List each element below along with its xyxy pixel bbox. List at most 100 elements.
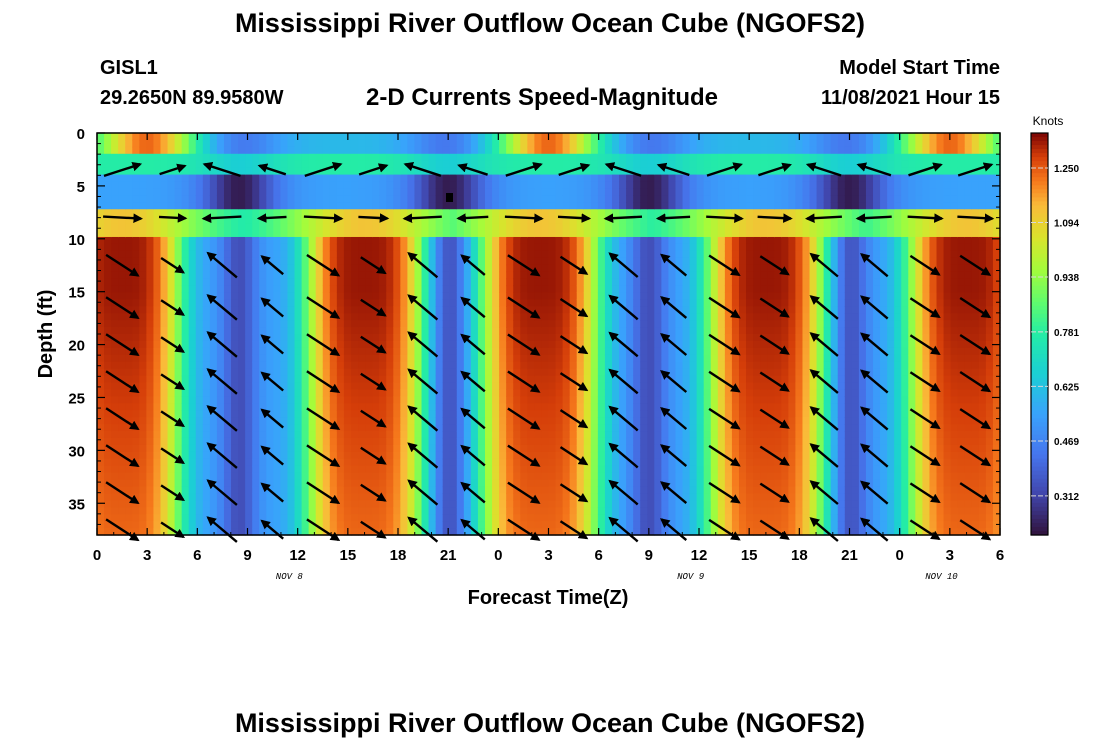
heat-cell xyxy=(604,437,613,446)
heat-cell xyxy=(104,389,112,397)
heat-cell xyxy=(231,361,239,370)
heat-cell xyxy=(597,167,606,176)
heat-cell xyxy=(104,375,112,384)
heat-cell xyxy=(513,195,521,203)
heat-cell xyxy=(647,313,655,321)
heat-cell xyxy=(266,306,274,314)
heat-cell xyxy=(167,271,176,280)
heat-cell xyxy=(407,243,416,252)
heat-cell xyxy=(647,334,655,342)
heat-cell xyxy=(111,354,119,363)
heat-cell xyxy=(689,139,698,148)
heat-cell xyxy=(322,334,331,342)
heat-cell xyxy=(449,299,458,307)
heat-cell xyxy=(372,285,380,294)
heat-cell xyxy=(661,327,670,335)
heat-cell xyxy=(181,292,190,300)
heat-cell xyxy=(139,389,147,397)
heat-cell xyxy=(640,507,648,515)
heat-cell xyxy=(414,209,423,217)
heat-cell xyxy=(301,410,310,418)
heat-cell xyxy=(654,417,662,425)
heat-cell xyxy=(442,465,451,474)
heat-cell xyxy=(231,174,239,183)
heat-cell xyxy=(195,174,204,183)
heat-cell xyxy=(562,458,571,467)
heat-cell xyxy=(619,486,627,495)
heat-cell xyxy=(174,257,183,266)
heat-cell xyxy=(174,271,183,280)
heat-cell xyxy=(534,250,543,259)
heat-cell xyxy=(287,230,296,238)
heat-cell xyxy=(619,174,627,183)
heat-cell xyxy=(470,243,479,252)
heat-cell xyxy=(400,209,408,217)
heat-cell xyxy=(146,375,155,384)
heat-cell xyxy=(238,507,246,515)
heat-cell xyxy=(181,209,190,217)
heat-cell xyxy=(97,250,105,259)
heat-cell xyxy=(174,202,183,210)
heat-cell xyxy=(315,340,324,349)
heat-cell xyxy=(146,417,155,425)
heat-cell xyxy=(139,139,147,148)
heat-cell xyxy=(456,396,465,404)
heat-cell xyxy=(689,410,698,418)
heat-cell xyxy=(703,146,712,155)
heat-cell xyxy=(358,146,366,155)
heat-cell xyxy=(245,195,253,203)
heat-cell xyxy=(174,396,183,404)
heat-cell xyxy=(407,209,416,217)
heat-cell xyxy=(414,278,423,287)
heat-cell xyxy=(428,507,437,515)
heat-cell xyxy=(647,368,655,377)
heat-cell xyxy=(597,424,606,432)
heat-cell xyxy=(400,340,408,349)
heat-cell xyxy=(153,153,162,162)
heat-cell xyxy=(294,361,303,370)
heat-cell xyxy=(534,139,543,148)
heat-cell xyxy=(97,146,105,155)
heat-cell xyxy=(428,410,437,418)
heat-cell xyxy=(181,327,190,335)
heat-cell xyxy=(153,500,162,508)
heat-cell xyxy=(231,327,239,335)
heat-cell xyxy=(287,327,296,335)
heat-cell xyxy=(252,472,260,481)
heat-cell xyxy=(97,458,105,467)
heat-cell xyxy=(470,347,479,356)
heat-cell xyxy=(238,354,246,363)
heat-cell xyxy=(195,278,204,287)
heat-cell xyxy=(202,139,211,148)
heat-cell xyxy=(597,334,606,342)
heat-cell xyxy=(393,396,401,404)
heat-cell xyxy=(280,202,289,210)
heat-cell xyxy=(611,389,620,397)
heat-cell xyxy=(125,216,133,224)
heat-cell xyxy=(492,500,500,508)
heat-cell xyxy=(195,507,204,515)
heat-cell xyxy=(223,417,232,425)
heat-cell xyxy=(456,514,465,522)
heat-cell xyxy=(499,223,507,231)
heat-cell xyxy=(188,195,197,203)
heat-cell xyxy=(506,181,514,190)
heat-cell xyxy=(252,327,260,335)
heat-cell xyxy=(414,188,423,196)
heat-cell xyxy=(682,486,691,495)
heat-cell xyxy=(308,181,317,190)
heat-cell xyxy=(294,431,303,439)
heat-cell xyxy=(174,133,183,141)
heat-cell xyxy=(266,479,274,488)
heat-cell xyxy=(125,514,133,522)
heat-cell xyxy=(245,181,253,190)
heat-cell xyxy=(294,243,303,252)
heat-cell xyxy=(470,230,479,238)
heat-cell xyxy=(259,264,267,273)
heat-cell xyxy=(280,299,289,307)
heat-cell xyxy=(640,334,648,342)
heat-cell xyxy=(280,347,289,356)
heat-cell xyxy=(139,472,147,481)
heat-cell xyxy=(675,160,684,169)
heat-cell xyxy=(654,451,662,460)
